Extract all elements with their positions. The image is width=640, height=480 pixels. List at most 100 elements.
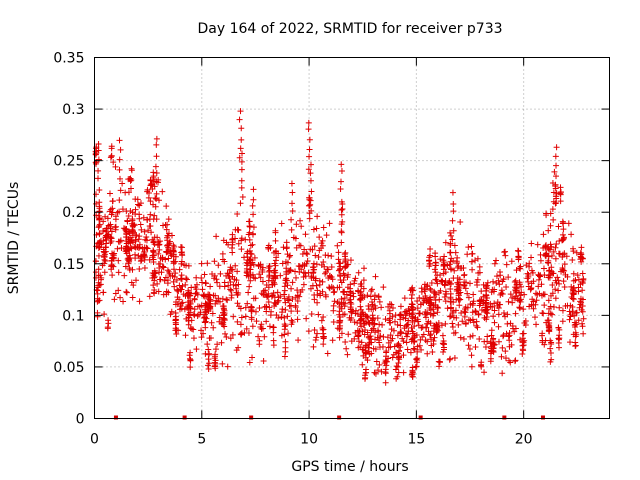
data-point [579, 296, 586, 303]
data-point [309, 282, 316, 289]
data-point [289, 189, 296, 196]
data-point [196, 303, 203, 310]
data-point [223, 239, 230, 246]
data-point [550, 189, 557, 196]
data-point [150, 248, 157, 255]
data-point [422, 314, 429, 321]
data-point [153, 216, 160, 223]
data-point [245, 289, 252, 296]
data-point [376, 361, 383, 368]
data-point [430, 312, 437, 319]
data-point [434, 324, 441, 331]
data-point [197, 309, 204, 316]
data-point [283, 239, 290, 246]
data-point [248, 308, 255, 315]
data-point [371, 296, 378, 303]
data-point [500, 333, 507, 340]
data-point [223, 296, 230, 303]
data-point [461, 279, 468, 286]
data-point [226, 270, 233, 277]
data-point [100, 254, 107, 261]
data-point [516, 265, 523, 272]
data-point [578, 244, 585, 251]
data-point [238, 246, 245, 253]
data-point [428, 300, 435, 307]
data-point [414, 305, 421, 312]
data-point [229, 273, 236, 280]
data-point [136, 215, 143, 222]
data-point [501, 249, 508, 256]
data-point [235, 344, 242, 351]
data-point [141, 249, 148, 256]
data-point [179, 299, 186, 306]
x-tick-label: 15 [407, 432, 425, 448]
data-point [550, 216, 557, 223]
data-point [140, 214, 147, 221]
y-tick-label: 0.05 [53, 360, 84, 376]
data-point [370, 345, 377, 352]
data-point [304, 257, 311, 264]
data-point [484, 282, 491, 289]
data-point [162, 274, 169, 281]
data-point [462, 319, 469, 326]
data-point [517, 292, 524, 299]
data-point [307, 170, 314, 177]
data-point [220, 305, 227, 312]
data-point [163, 249, 170, 256]
data-point [348, 309, 355, 316]
data-point [322, 270, 329, 277]
data-point [571, 319, 578, 326]
data-point [552, 286, 559, 293]
data-point [409, 306, 416, 313]
data-point [229, 236, 236, 243]
data-point [566, 316, 573, 323]
data-point [418, 288, 425, 295]
data-point [95, 297, 102, 304]
data-point [482, 343, 489, 350]
data-point [427, 294, 434, 301]
data-point [447, 313, 454, 320]
data-point [512, 310, 519, 317]
data-point [200, 315, 207, 322]
data-point [469, 332, 476, 339]
data-point [178, 260, 185, 267]
data-point [188, 325, 195, 332]
data-point [311, 292, 318, 299]
data-point [238, 158, 245, 165]
data-point [205, 365, 212, 372]
data-point [407, 349, 414, 356]
data-point [437, 256, 444, 263]
data-point [490, 288, 497, 295]
data-point [259, 278, 266, 285]
data-point [282, 344, 289, 351]
data-point [570, 289, 577, 296]
data-point [238, 166, 245, 173]
data-point [415, 322, 422, 329]
data-point [494, 299, 501, 306]
data-point [545, 227, 552, 234]
data-point [390, 327, 397, 334]
data-point [426, 285, 433, 292]
data-point [159, 255, 166, 262]
data-point [540, 265, 547, 272]
data-point [449, 320, 456, 327]
data-point [179, 283, 186, 290]
data-point [244, 257, 251, 264]
data-point [559, 231, 566, 238]
data-point [221, 279, 228, 286]
data-point [395, 342, 402, 349]
data-point [251, 254, 258, 261]
data-point [207, 335, 214, 342]
data-point [546, 274, 553, 281]
x-tick-label: 10 [300, 432, 318, 448]
data-point [460, 336, 467, 343]
data-point [275, 314, 282, 321]
data-point [545, 259, 552, 266]
data-point [424, 350, 431, 357]
data-point [95, 266, 102, 273]
data-point [129, 266, 136, 273]
data-point [537, 257, 544, 264]
y-tick-label: 0.3 [62, 102, 84, 118]
data-point [450, 227, 457, 234]
data-point [357, 303, 364, 310]
